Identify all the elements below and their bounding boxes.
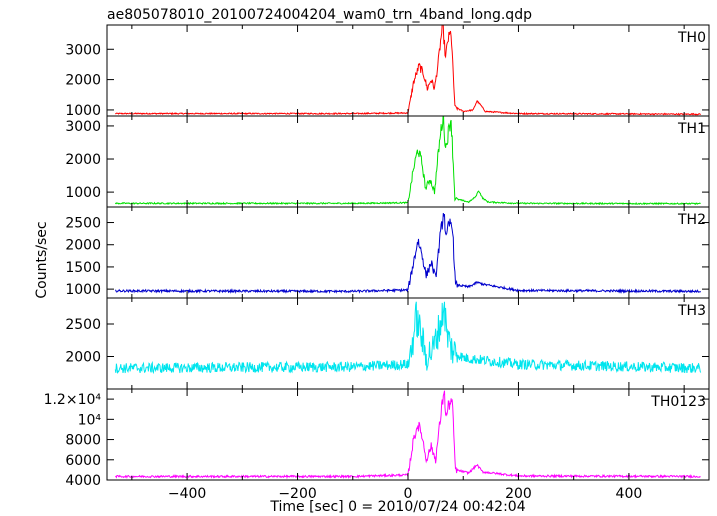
y-tick-label: 2000: [65, 73, 101, 89]
y-tick-label: 2000: [65, 238, 101, 254]
x-tick-label: 0: [404, 486, 413, 502]
chart-title: ae805078010_20100724004204_wam0_trn_4ban…: [107, 7, 532, 23]
y-tick-label: 6000: [65, 453, 101, 469]
y-tick-label: 2500: [65, 216, 101, 232]
series-th0: [114, 25, 702, 116]
panel-label: TH2: [677, 212, 706, 228]
series-th3: [114, 301, 702, 375]
y-tick-label: 2000: [65, 152, 101, 168]
panel-label: TH1: [677, 121, 706, 137]
series-th0123: [115, 390, 701, 480]
y-tick-label: 1000: [65, 185, 101, 201]
panel-th3: 2000 2500 TH3: [65, 297, 710, 390]
panel-th0123: 4000 6000 8000 10⁴ 1.2×10⁴ TH0123: [44, 388, 710, 489]
panel-th0: 1000 2000 3000 TH0: [65, 24, 710, 119]
y-tick-label: 8000: [65, 433, 101, 449]
x-tick-label: 400: [616, 486, 643, 502]
panel-label: TH0: [677, 30, 706, 46]
x-tick-label: −200: [278, 486, 316, 502]
panel-frame: [106, 24, 710, 117]
y-tick-label: 2000: [65, 350, 101, 366]
series-th2: [114, 212, 702, 294]
y-tick-label: 10⁴: [78, 412, 102, 428]
panels: 1000 2000 3000 TH0 1000 2000 3000 TH1 1000 1500 20…: [44, 24, 710, 489]
y-axis-label: Counts/sec: [34, 221, 50, 298]
y-tick-label: 1000: [65, 282, 101, 298]
panel-frame: [106, 297, 710, 390]
x-tick-label: −400: [168, 486, 206, 502]
x-axis-label: Time [sec] 0 = 2010/07/24 00:42:04: [269, 499, 525, 515]
y-tick-label: 1000: [65, 103, 101, 119]
panel-th1: 1000 2000 3000 TH1: [65, 115, 710, 208]
x-tick-label: 200: [505, 486, 532, 502]
panel-frame: [106, 115, 710, 208]
panel-label: TH3: [677, 303, 706, 319]
panel-th2: 1000 1500 2000 2500 TH2: [65, 206, 710, 299]
panel-frame: [106, 206, 710, 299]
y-tick-label: 3000: [65, 42, 101, 58]
panel-frame: [106, 388, 710, 481]
y-tick-label: 4000: [65, 473, 101, 489]
y-tick-label: 3000: [65, 119, 101, 135]
y-tick-label: 1.2×10⁴: [44, 392, 102, 408]
y-tick-label: 1500: [65, 260, 101, 276]
panel-label: TH0123: [650, 394, 706, 410]
x-axis: −400 −200 0 200 400: [168, 486, 642, 502]
y-tick-label: 2500: [65, 317, 101, 333]
